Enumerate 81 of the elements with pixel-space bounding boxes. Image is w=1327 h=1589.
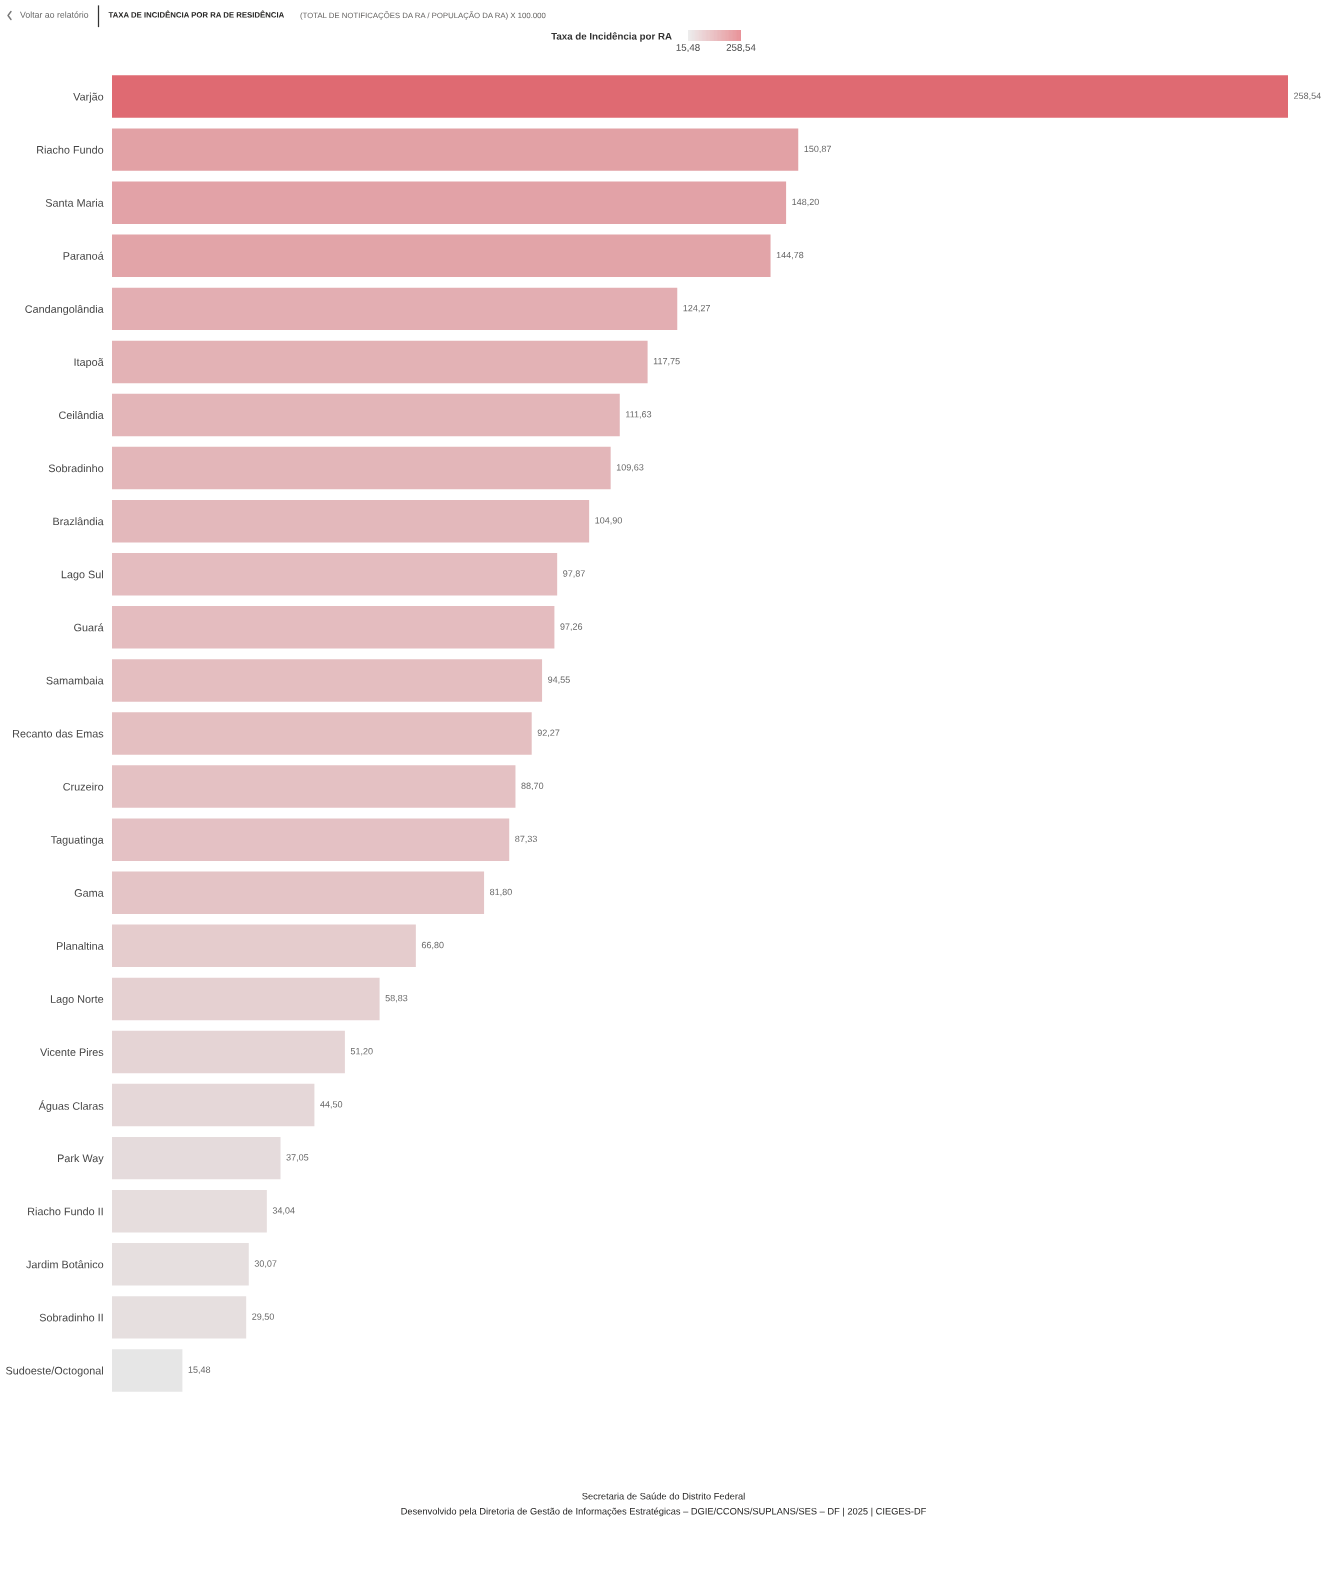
bar bbox=[112, 659, 543, 702]
bar bbox=[112, 1349, 183, 1392]
data-label: 148,20 bbox=[792, 198, 819, 207]
data-label: 109,63 bbox=[616, 464, 644, 472]
y-tick-label: Riacho Fundo bbox=[37, 145, 104, 154]
data-label: 29,50 bbox=[252, 1313, 274, 1321]
y-tick-label: Guará bbox=[74, 623, 104, 632]
bar bbox=[112, 553, 558, 596]
y-tick-label: Lago Norte bbox=[50, 995, 104, 1006]
text: Voltar ao relatório bbox=[20, 11, 89, 18]
bar bbox=[112, 977, 380, 1021]
y-tick-label: Varjão bbox=[73, 92, 104, 103]
data-label: 88,70 bbox=[521, 782, 544, 791]
bar bbox=[112, 924, 416, 968]
y-tick-label: Cruzeiro bbox=[63, 782, 104, 791]
text: Secretaria de Saúde do Distrito Federal bbox=[582, 1492, 745, 1500]
data-label: 66,80 bbox=[421, 941, 444, 950]
data-label: 124,27 bbox=[683, 304, 710, 313]
color-bar-title: Taxa de Incidência por RA bbox=[551, 32, 672, 42]
data-label: 150,87 bbox=[804, 145, 831, 154]
bar bbox=[112, 1243, 249, 1286]
y-tick-label: Sobradinho bbox=[48, 464, 104, 473]
data-label: 51,20 bbox=[350, 1048, 373, 1056]
y-tick-label: Águas Claras bbox=[38, 1100, 104, 1113]
data-label: 58,83 bbox=[385, 994, 408, 1003]
data-label: 37,05 bbox=[286, 1154, 309, 1162]
text: Desenvolvido pela Diretoria de Gestão de Informações Estratégicas – DGIE/CCONS/SUPLANS/SES – DF | 2025 | CIEGES-DF bbox=[401, 1507, 926, 1517]
y-tick-label: Jardim Botânico bbox=[26, 1260, 104, 1269]
y-tick-label: Gama bbox=[74, 889, 104, 897]
data-label: 258,54 bbox=[1294, 92, 1321, 101]
color-bar-label: 15,48 bbox=[676, 44, 700, 53]
bar bbox=[112, 499, 590, 543]
bar bbox=[112, 871, 485, 914]
y-tick-label: Paranoá bbox=[63, 251, 104, 260]
y-tick-label: Itapoã bbox=[74, 358, 104, 369]
bar bbox=[112, 712, 532, 755]
data-label: 81,80 bbox=[490, 888, 512, 897]
y-tick-label: Lago Sul bbox=[61, 570, 103, 581]
y-tick-label: Park Way bbox=[58, 1154, 104, 1165]
data-label: 94,55 bbox=[548, 676, 570, 684]
bar bbox=[112, 234, 771, 278]
data-label: 97,87 bbox=[563, 570, 585, 578]
y-tick-label: Samambaia bbox=[46, 676, 104, 685]
y-tick-label: Sudoeste/Octogonal bbox=[5, 1366, 103, 1377]
data-label: 111,63 bbox=[626, 411, 652, 419]
bar bbox=[112, 340, 648, 384]
data-label: 92,27 bbox=[537, 729, 560, 737]
bar bbox=[112, 818, 510, 861]
bar bbox=[112, 765, 516, 808]
y-tick-label: Vicente Pires bbox=[40, 1048, 104, 1057]
y-tick-label: Riacho Fundo II bbox=[28, 1207, 103, 1216]
data-label: 97,26 bbox=[560, 623, 583, 631]
bar bbox=[112, 446, 611, 490]
y-tick-label: Taguatinga bbox=[50, 835, 104, 846]
data-label: 34,04 bbox=[272, 1207, 295, 1215]
y-tick-label: Ceilândia bbox=[59, 411, 104, 420]
y-tick-label: Planaltina bbox=[56, 941, 104, 950]
y-tick-label: Sobradinho II bbox=[39, 1313, 103, 1322]
bar bbox=[112, 393, 620, 437]
y-tick-label: Candangolândia bbox=[25, 304, 104, 316]
y-tick-label: Santa Maria bbox=[45, 198, 104, 207]
color-bar-label: 258,54 bbox=[726, 44, 756, 53]
data-label: 44,50 bbox=[320, 1101, 343, 1109]
data-label: 117,75 bbox=[653, 358, 680, 366]
data-label: 104,90 bbox=[595, 517, 622, 525]
data-label: 144,78 bbox=[776, 251, 804, 260]
data-label: 15,48 bbox=[188, 1366, 211, 1374]
y-tick-label: Recanto das Emas bbox=[13, 729, 104, 738]
bar bbox=[112, 1136, 281, 1180]
data-label: 30,07 bbox=[254, 1260, 277, 1268]
bar bbox=[112, 181, 787, 224]
y-tick-label: Brazlândia bbox=[53, 517, 104, 526]
bar bbox=[112, 75, 1288, 118]
bar bbox=[112, 287, 678, 331]
bar bbox=[112, 1083, 315, 1127]
bar bbox=[112, 128, 799, 171]
bar bbox=[112, 1030, 345, 1074]
bar bbox=[112, 606, 555, 649]
data-label: 87,33 bbox=[515, 835, 537, 844]
bar bbox=[112, 1189, 267, 1233]
bar bbox=[112, 1296, 247, 1339]
